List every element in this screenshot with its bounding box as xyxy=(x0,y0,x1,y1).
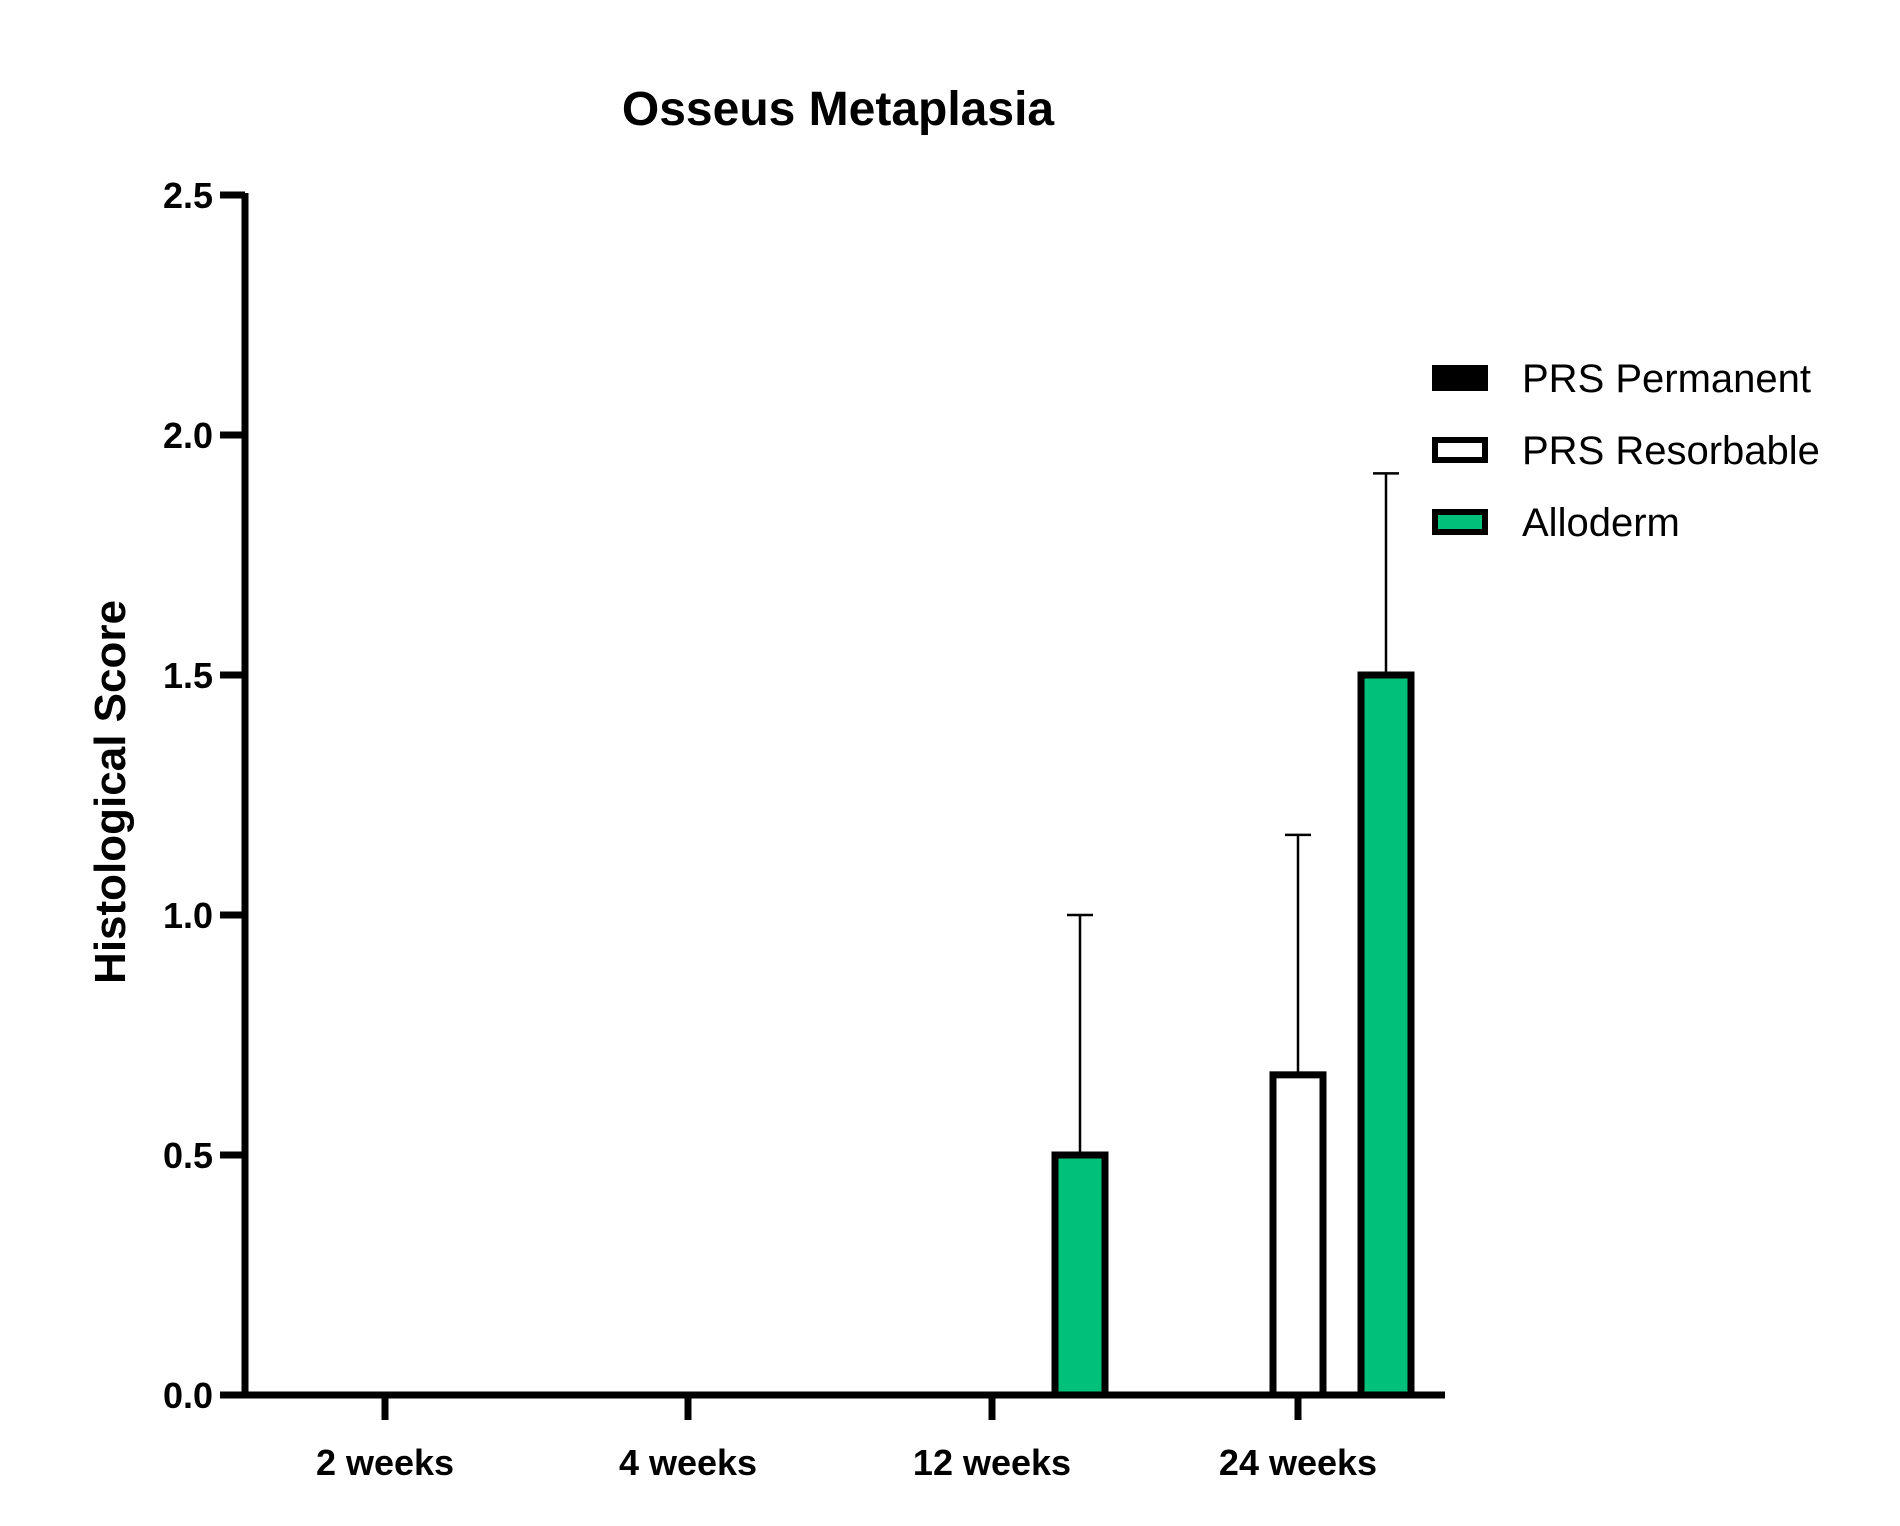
y-tick-label: 2.0 xyxy=(163,415,213,456)
y-axis-label: Histological Score xyxy=(86,600,135,984)
x-tick-label: 12 weeks xyxy=(913,1442,1071,1483)
legend-swatch xyxy=(1432,365,1488,391)
y-tick-label: 2.5 xyxy=(163,175,213,216)
legend-label: PRS Permanent xyxy=(1522,357,1811,401)
legend: PRS Permanent PRS Resorbable Alloderm xyxy=(1432,357,1820,545)
legend-label: Alloderm xyxy=(1522,501,1680,545)
plot-area: 0.0 0.5 1.0 1.5 2.0 2.5 2 weeks 4 weeks 12 weeks… xyxy=(163,175,1445,1483)
bar xyxy=(1357,671,1415,1399)
bar xyxy=(1269,1071,1327,1399)
legend-swatch xyxy=(1432,509,1488,535)
y-tick-label: 1.5 xyxy=(163,655,213,696)
y-tick-label: 0.5 xyxy=(163,1135,213,1176)
legend-label: PRS Resorbable xyxy=(1522,429,1820,473)
legend-swatch xyxy=(1432,437,1488,463)
y-tick-label: 0.0 xyxy=(163,1375,213,1416)
x-tick-label: 2 weeks xyxy=(316,1442,454,1483)
chart-title: Osseus Metaplasia xyxy=(622,83,1055,136)
x-tick-label: 4 weeks xyxy=(619,1442,757,1483)
y-tick-label: 1.0 xyxy=(163,895,213,936)
bar xyxy=(1051,1151,1109,1399)
x-tick-label: 24 weeks xyxy=(1219,1442,1377,1483)
